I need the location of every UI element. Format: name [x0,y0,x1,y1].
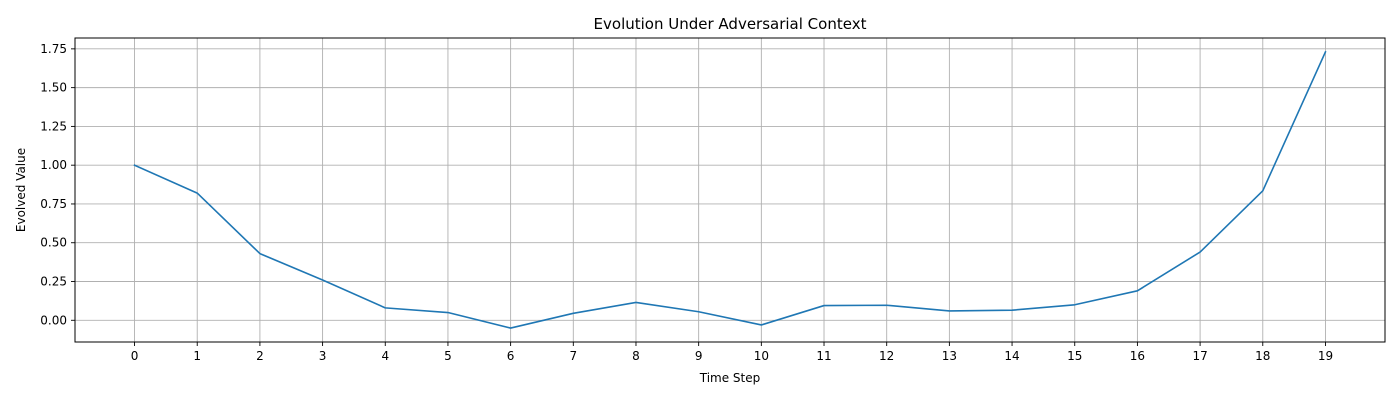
x-tick-label: 18 [1255,349,1270,363]
x-axis: 0 1 2 3 4 5 6 7 8 9 10 11 12 13 14 15 16 17 18 19 [131,342,1333,363]
chart-title: Evolution Under Adversarial Context [594,15,867,33]
x-axis-label: Time Step [699,371,761,385]
x-tick-label: 13 [942,349,957,363]
x-tick-label: 0 [131,349,139,363]
x-tick-label: 10 [754,349,769,363]
x-tick-label: 5 [444,349,452,363]
x-tick-label: 12 [879,349,894,363]
x-tick-label: 11 [816,349,831,363]
y-tick-label: 0.75 [40,197,67,211]
y-tick-label: 0.00 [40,313,67,327]
x-tick-label: 7 [569,349,577,363]
x-tick-label: 16 [1130,349,1145,363]
x-tick-label: 4 [381,349,389,363]
x-tick-label: 14 [1004,349,1019,363]
x-tick-label: 2 [256,349,264,363]
y-tick-label: 1.00 [40,158,67,172]
x-tick-label: 1 [193,349,201,363]
y-tick-label: 0.25 [40,275,67,289]
y-tick-label: 0.50 [40,236,67,250]
y-tick-label: 1.75 [40,42,67,56]
y-tick-label: 1.50 [40,81,67,95]
y-axis: 0.00 0.25 0.50 0.75 1.00 1.25 1.50 1.75 [40,42,75,327]
grid-lines [75,38,1385,342]
x-tick-label: 15 [1067,349,1082,363]
x-tick-label: 19 [1318,349,1333,363]
x-tick-label: 9 [695,349,703,363]
x-tick-label: 3 [319,349,327,363]
x-tick-label: 6 [507,349,515,363]
x-tick-label: 17 [1192,349,1207,363]
y-axis-label: Evolved Value [14,148,28,232]
series-line [133,50,1327,329]
y-tick-label: 1.25 [40,119,67,133]
series-lines [133,50,1327,329]
plot-area-frame [74,37,1386,343]
x-tick-label: 8 [632,349,640,363]
